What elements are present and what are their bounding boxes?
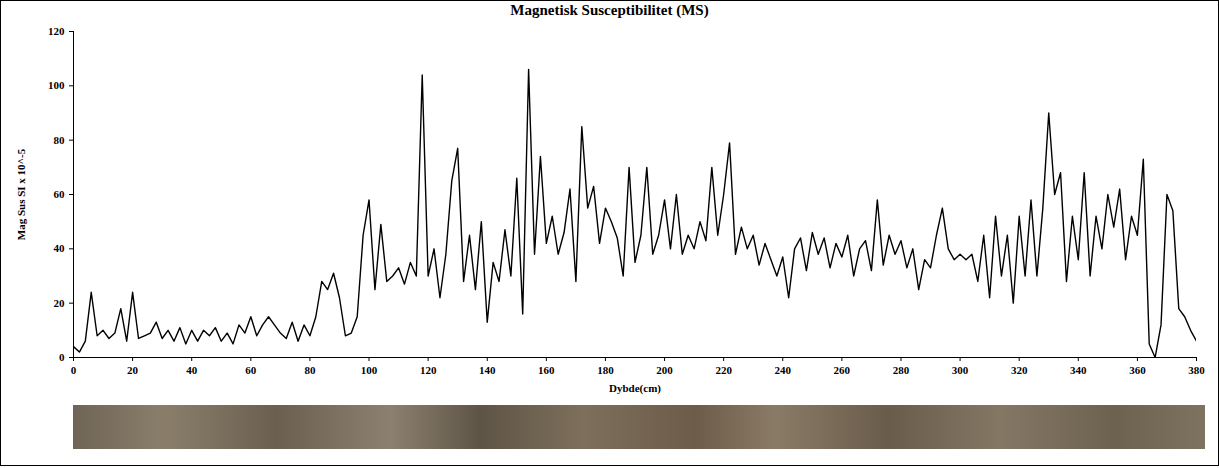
svg-text:340: 340	[1070, 364, 1087, 376]
svg-text:20: 20	[54, 297, 66, 309]
svg-text:Mag Sus SI x 10^-5: Mag Sus SI x 10^-5	[15, 148, 27, 240]
svg-text:380: 380	[1188, 364, 1205, 376]
svg-text:60: 60	[54, 188, 66, 200]
svg-text:120: 120	[420, 364, 437, 376]
svg-text:320: 320	[1011, 364, 1028, 376]
svg-text:80: 80	[304, 364, 316, 376]
svg-text:0: 0	[59, 351, 65, 363]
html-text:Magnetisk Susceptibilitet (MS): Magnetisk Susceptibilitet (MS)	[510, 2, 709, 18]
svg-text:200: 200	[656, 364, 673, 376]
svg-text:120: 120	[48, 25, 65, 37]
svg-text:40: 40	[54, 242, 66, 254]
svg-text:60: 60	[245, 364, 257, 376]
svg-text:140: 140	[479, 364, 496, 376]
svg-text:300: 300	[952, 364, 969, 376]
svg-text:80: 80	[54, 134, 66, 146]
svg-text:240: 240	[775, 364, 792, 376]
svg-text:260: 260	[834, 364, 851, 376]
svg-text:40: 40	[186, 364, 198, 376]
svg-text:100: 100	[361, 364, 378, 376]
svg-text:360: 360	[1129, 364, 1146, 376]
svg-text:Dybde(cm): Dybde(cm)	[609, 382, 661, 395]
svg-text:220: 220	[715, 364, 732, 376]
svg-text:160: 160	[538, 364, 555, 376]
svg-text:0: 0	[71, 364, 77, 376]
svg-text:20: 20	[127, 364, 139, 376]
svg-text:100: 100	[48, 79, 65, 91]
svg-text:280: 280	[893, 364, 910, 376]
svg-text:180: 180	[597, 364, 614, 376]
